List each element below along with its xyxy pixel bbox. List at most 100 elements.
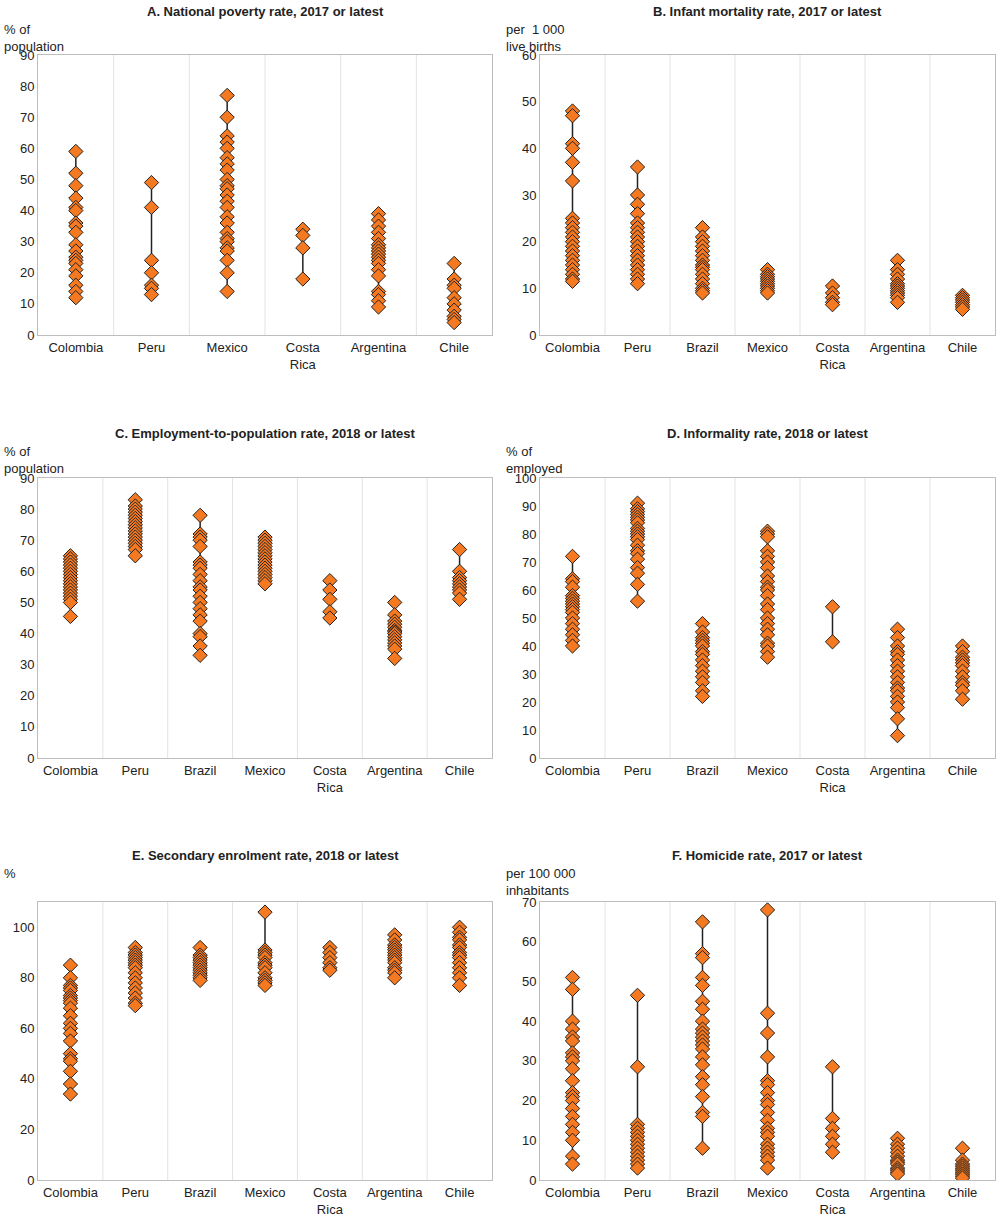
svg-text:Colombia: Colombia — [43, 1185, 99, 1200]
svg-text:Chile: Chile — [439, 340, 469, 355]
svg-text:Peru: Peru — [138, 340, 165, 355]
svg-text:80: 80 — [522, 527, 536, 542]
svg-text:Colombia: Colombia — [545, 340, 601, 355]
svg-text:0: 0 — [529, 751, 536, 766]
svg-text:Brazil: Brazil — [686, 340, 719, 355]
svg-text:B. Infant mortality rate, 2017: B. Infant mortality rate, 2017 or latest — [653, 4, 882, 19]
svg-text:60: 60 — [522, 934, 536, 949]
svg-text:20: 20 — [20, 265, 34, 280]
svg-text:50: 50 — [20, 172, 34, 187]
svg-text:30: 30 — [522, 188, 536, 203]
svg-text:per 1 000live births: per 1 000live births — [506, 22, 565, 54]
svg-text:Brazil: Brazil — [686, 763, 719, 778]
svg-text:20: 20 — [522, 234, 536, 249]
svg-text:Brazil: Brazil — [184, 763, 217, 778]
svg-text:80: 80 — [20, 502, 34, 517]
svg-text:Chile: Chile — [445, 1185, 475, 1200]
svg-text:Mexico: Mexico — [207, 340, 248, 355]
svg-text:60: 60 — [20, 1021, 34, 1036]
svg-text:CostaRica: CostaRica — [313, 1185, 348, 1217]
svg-text:40: 40 — [20, 626, 34, 641]
svg-text:60: 60 — [522, 583, 536, 598]
svg-text:D. Informality rate, 2018 or l: D. Informality rate, 2018 or latest — [667, 426, 869, 441]
svg-text:Brazil: Brazil — [184, 1185, 217, 1200]
svg-text:Chile: Chile — [948, 763, 978, 778]
svg-text:20: 20 — [20, 688, 34, 703]
svg-text:Colombia: Colombia — [545, 1185, 601, 1200]
svg-text:30: 30 — [522, 667, 536, 682]
svg-text:0: 0 — [27, 1173, 34, 1188]
svg-text:Argentina: Argentina — [870, 340, 926, 355]
svg-text:Argentina: Argentina — [351, 340, 407, 355]
svg-text:20: 20 — [20, 1122, 34, 1137]
svg-text:Peru: Peru — [624, 340, 651, 355]
svg-text:10: 10 — [522, 723, 536, 738]
svg-text:30: 30 — [522, 1053, 536, 1068]
svg-text:10: 10 — [20, 296, 34, 311]
svg-text:0: 0 — [529, 328, 536, 343]
svg-text:Mexico: Mexico — [244, 1185, 285, 1200]
svg-text:40: 40 — [522, 141, 536, 156]
svg-text:100: 100 — [515, 471, 537, 486]
svg-text:Peru: Peru — [624, 763, 651, 778]
svg-text:Mexico: Mexico — [747, 763, 788, 778]
svg-text:90: 90 — [20, 471, 34, 486]
svg-text:Colombia: Colombia — [545, 763, 601, 778]
svg-text:80: 80 — [20, 79, 34, 94]
svg-text:per 100 000inhabitants: per 100 000inhabitants — [506, 866, 575, 898]
svg-text:0: 0 — [27, 751, 34, 766]
svg-text:90: 90 — [20, 48, 34, 63]
svg-text:50: 50 — [522, 611, 536, 626]
svg-text:Chile: Chile — [445, 763, 475, 778]
svg-text:F. Homicide rate, 2017 or late: F. Homicide rate, 2017 or latest — [672, 848, 863, 863]
svg-text:Peru: Peru — [122, 1185, 149, 1200]
svg-text:Argentina: Argentina — [367, 1185, 423, 1200]
svg-text:Chile: Chile — [948, 340, 978, 355]
svg-text:20: 20 — [522, 1093, 536, 1108]
svg-text:50: 50 — [20, 595, 34, 610]
svg-text:100: 100 — [13, 920, 35, 935]
svg-text:40: 40 — [522, 639, 536, 654]
svg-text:Colombia: Colombia — [43, 763, 99, 778]
svg-text:%: % — [4, 866, 16, 881]
svg-text:CostaRica: CostaRica — [816, 340, 851, 372]
svg-text:Mexico: Mexico — [747, 340, 788, 355]
svg-text:Chile: Chile — [948, 1185, 978, 1200]
svg-text:60: 60 — [522, 48, 536, 63]
svg-text:10: 10 — [20, 719, 34, 734]
svg-text:Peru: Peru — [122, 763, 149, 778]
svg-text:CostaRica: CostaRica — [816, 1185, 851, 1217]
svg-text:40: 40 — [522, 1014, 536, 1029]
svg-text:60: 60 — [20, 564, 34, 579]
svg-text:50: 50 — [522, 94, 536, 109]
svg-text:Brazil: Brazil — [686, 1185, 719, 1200]
svg-text:20: 20 — [522, 695, 536, 710]
svg-text:40: 40 — [20, 1071, 34, 1086]
svg-text:E. Secondary enrolment rate, 2: E. Secondary enrolment rate, 2018 or lat… — [132, 848, 399, 863]
svg-text:A. National poverty rate, 2017: A. National poverty rate, 2017 or latest — [147, 4, 384, 19]
svg-text:Argentina: Argentina — [870, 763, 926, 778]
svg-text:CostaRica: CostaRica — [816, 763, 851, 795]
svg-text:CostaRica: CostaRica — [313, 763, 348, 795]
svg-text:10: 10 — [522, 281, 536, 296]
svg-text:30: 30 — [20, 657, 34, 672]
svg-text:10: 10 — [522, 1133, 536, 1148]
svg-text:Argentina: Argentina — [367, 763, 423, 778]
svg-text:90: 90 — [522, 499, 536, 514]
svg-text:Mexico: Mexico — [244, 763, 285, 778]
svg-text:70: 70 — [522, 555, 536, 570]
svg-text:40: 40 — [20, 203, 34, 218]
svg-text:Argentina: Argentina — [870, 1185, 926, 1200]
svg-text:70: 70 — [20, 110, 34, 125]
svg-text:Mexico: Mexico — [747, 1185, 788, 1200]
svg-text:% ofemployed: % ofemployed — [506, 444, 562, 476]
svg-text:Peru: Peru — [624, 1185, 651, 1200]
svg-text:C. Employment-to-population ra: C. Employment-to-population rate, 2018 o… — [115, 426, 415, 441]
svg-text:% ofpopulation: % ofpopulation — [4, 22, 64, 54]
svg-text:0: 0 — [27, 328, 34, 343]
svg-text:80: 80 — [20, 970, 34, 985]
svg-text:60: 60 — [20, 141, 34, 156]
svg-text:30: 30 — [20, 234, 34, 249]
svg-text:70: 70 — [522, 895, 536, 910]
svg-text:70: 70 — [20, 533, 34, 548]
